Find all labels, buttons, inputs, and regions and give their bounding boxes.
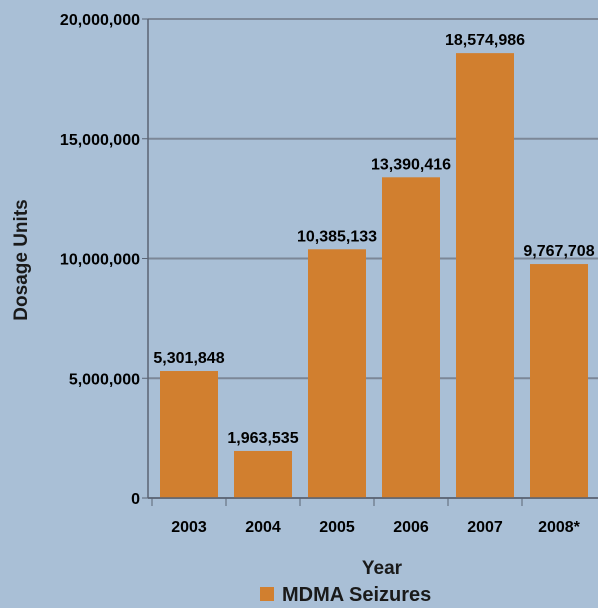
x-tick-label: 2005 <box>319 519 355 536</box>
bar <box>530 264 588 498</box>
y-tick-label: 0 <box>131 491 140 508</box>
x-tick-label: 2004 <box>245 519 281 536</box>
bar <box>308 249 366 498</box>
data-label: 18,574,986 <box>445 32 525 49</box>
x-tick-label: 2006 <box>393 519 429 536</box>
y-tick-labels: 0 5,000,000 10,000,000 15,000,000 20,000,000 <box>60 12 140 508</box>
legend: MDMA Seizures <box>260 584 431 606</box>
y-tick-label: 5,000,000 <box>69 371 140 388</box>
bar <box>234 450 292 498</box>
x-axis-title: Year <box>362 558 403 579</box>
gridlines <box>142 18 598 506</box>
bars <box>160 53 588 498</box>
data-label: 5,301,848 <box>153 350 224 367</box>
x-tick-label: 2007 <box>467 519 503 536</box>
data-labels: 5,301,848 1,963,535 10,385,133 13,390,416 18… <box>153 32 594 447</box>
data-label: 1,963,535 <box>227 430 298 447</box>
axes <box>147 19 598 499</box>
x-tick-label: 2003 <box>171 519 207 536</box>
y-tick-label: 15,000,000 <box>60 132 140 149</box>
data-label: 13,390,416 <box>371 156 451 173</box>
y-axis-title: Dosage Units <box>11 199 32 320</box>
bar <box>160 371 218 498</box>
y-tick-label: 20,000,000 <box>60 12 140 29</box>
y-tick-label: 10,000,000 <box>60 252 140 269</box>
data-label: 10,385,133 <box>297 228 377 245</box>
x-tick-labels: 2003 2004 2005 2006 2007 2008* <box>171 519 580 536</box>
x-tick-label: 2008* <box>538 519 581 536</box>
legend-label: MDMA Seizures <box>282 584 431 606</box>
legend-swatch <box>260 587 274 601</box>
bar <box>382 177 440 498</box>
data-label: 9,767,708 <box>523 243 594 260</box>
bar <box>456 53 514 498</box>
